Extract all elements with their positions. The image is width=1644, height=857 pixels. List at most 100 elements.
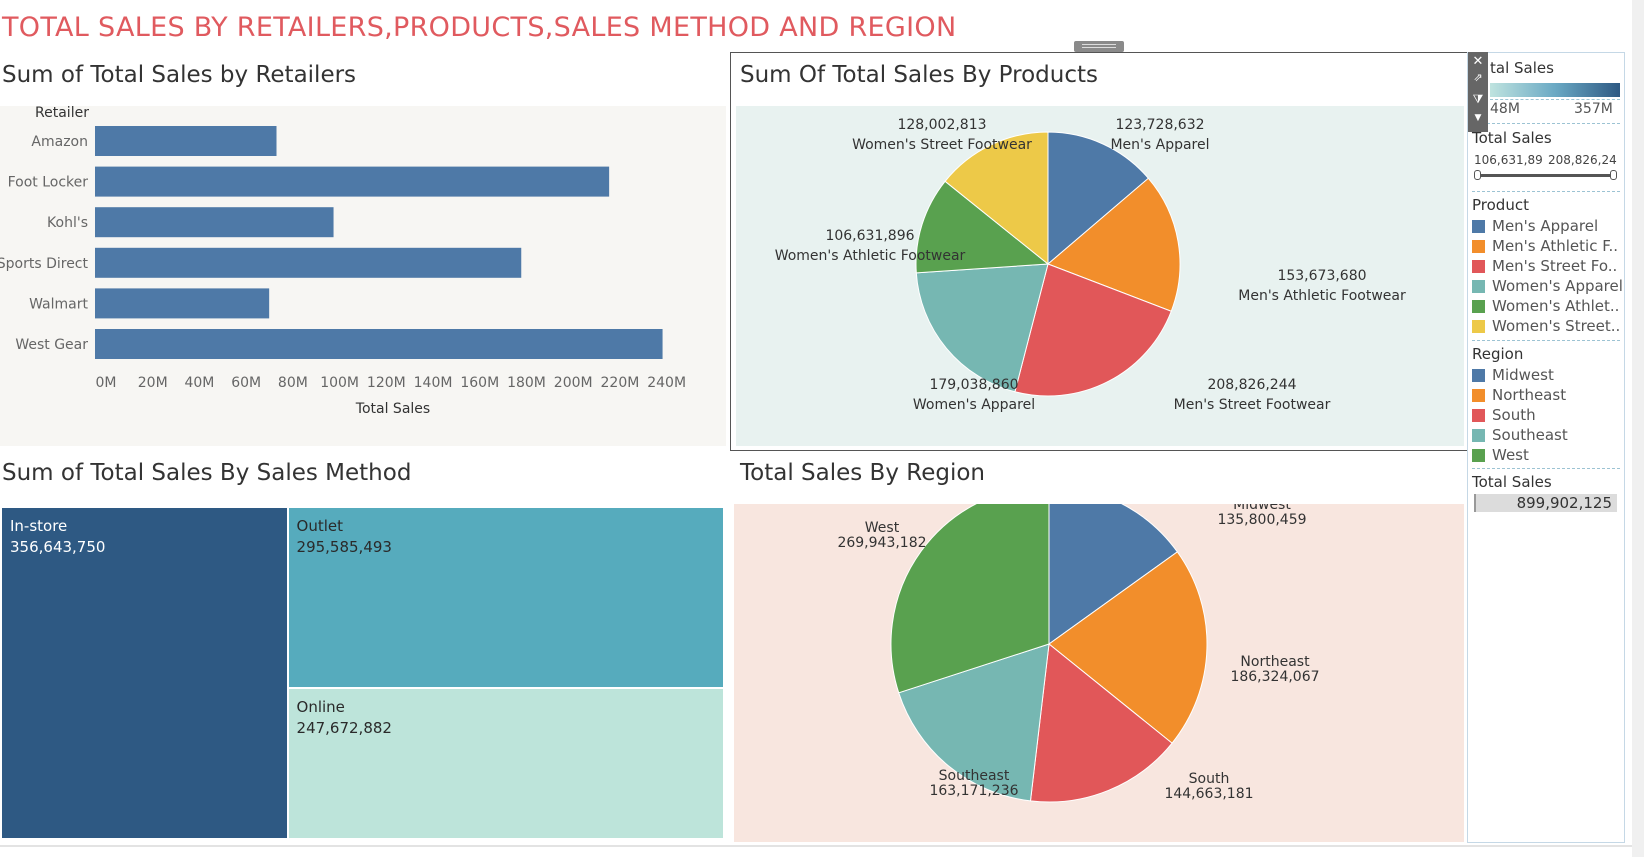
chevron-down-icon[interactable]: ▼ (1474, 113, 1482, 123)
pie-name-label: Southeast (939, 768, 1010, 784)
legend-item-midwest[interactable]: Midwest (1472, 366, 1622, 386)
treemap-cell-name: Outlet (296, 517, 344, 535)
legend-label: Men's Apparel (1492, 217, 1599, 235)
x-tick-label: 200M (554, 375, 593, 391)
legend-item-women-s-apparel[interactable]: Women's Apparel (1472, 277, 1622, 297)
legend-item-men-s-street-fo[interactable]: Men's Street Fo.. (1472, 257, 1622, 277)
pie-slice-women-s-street-footwear[interactable] (944, 131, 1049, 266)
bar-amazon[interactable] (95, 126, 277, 156)
pie-slice-southeast[interactable] (898, 643, 1050, 802)
legend-item-southeast[interactable]: Southeast (1472, 426, 1622, 446)
pie-slice-midwest[interactable] (1048, 504, 1179, 645)
legend-label: South (1492, 406, 1536, 424)
color-legend-min: 48M (1490, 101, 1520, 117)
treemap-cell-outlet[interactable]: Outlet 295,585,493 (288, 508, 723, 687)
color-gradient-bar (1490, 83, 1620, 97)
pie-name-label: Men's Apparel (1110, 137, 1209, 153)
treemap-cell-in-store[interactable]: In-store 356,643,750 (2, 508, 287, 838)
pie-value-label: 123,728,632 (1115, 117, 1204, 133)
legend-separator (1472, 340, 1620, 341)
pie-slice-men-s-athletic-footwear[interactable] (1047, 177, 1181, 312)
pie-name-label: Midwest (1233, 504, 1291, 513)
pie-value-label: 153,673,680 (1277, 268, 1366, 284)
legend-item-northeast[interactable]: Northeast (1472, 386, 1622, 406)
legend-swatch (1472, 409, 1485, 422)
legend-swatch (1472, 280, 1485, 293)
pie-slice-women-s-athletic-footwear[interactable] (915, 180, 1050, 274)
bar-walmart[interactable] (95, 288, 270, 319)
pie-slice-men-s-street-footwear[interactable] (1014, 263, 1172, 397)
color-legend-max: 357M (1574, 101, 1613, 117)
product-legend-title: Product (1472, 196, 1529, 214)
vertical-scrollbar[interactable] (1632, 0, 1644, 857)
legend-item-women-s-street[interactable]: Women's Street.. (1472, 317, 1622, 337)
pie-name-label: Men's Athletic Footwear (1238, 288, 1406, 304)
pie-slice-women-s-apparel[interactable] (915, 263, 1049, 393)
products-pie-chart[interactable]: 123,728,632 Men's Apparel 153,673,680 Men's… (736, 106, 1464, 446)
drag-handle[interactable] (1074, 41, 1124, 52)
legend-label: Men's Street Fo.. (1492, 257, 1618, 275)
x-tick-label: 100M (320, 375, 359, 391)
legend-label: Women's Athlet.. (1492, 297, 1620, 315)
treemap-cell-value: 247,672,882 (296, 718, 392, 737)
pie-slice-south[interactable] (1029, 643, 1173, 803)
pie-name-label: Northeast (1240, 654, 1310, 670)
bar-west-gear[interactable] (95, 329, 663, 359)
category-label: Walmart (29, 296, 88, 312)
legend-swatch (1472, 220, 1485, 233)
legend-swatch (1472, 300, 1485, 313)
bar-foot-locker[interactable] (95, 166, 610, 197)
row-header-label: Retailer (35, 106, 89, 121)
legend-label: Women's Apparel (1492, 277, 1622, 295)
region-legend-title: Region (1472, 345, 1524, 363)
treemap-cell-name: Online (296, 697, 345, 716)
legend-item-west[interactable]: West (1472, 446, 1622, 466)
x-axis-label: Total Sales (355, 401, 430, 417)
treemap-cell-value: 356,643,750 (10, 538, 106, 556)
pie-slice-west[interactable] (890, 504, 1050, 694)
bar-sports-direct[interactable] (95, 247, 522, 278)
category-label: Sports Direct (0, 256, 89, 272)
range-slider-max-handle[interactable] (1610, 170, 1617, 180)
x-tick-label: 180M (507, 375, 546, 391)
pie-slice-northeast[interactable] (1048, 551, 1208, 744)
range-slider-track[interactable] (1478, 174, 1613, 177)
pie-value-label: 106,631,896 (825, 228, 914, 244)
x-tick-label: 20M (138, 375, 168, 391)
legend-panel: tal Sales 48M 357M Total Sales 106,631,8… (1467, 52, 1625, 843)
legend-item-men-s-apparel[interactable]: Men's Apparel (1472, 217, 1622, 237)
legend-separator (1472, 123, 1620, 124)
range-slider-min-handle[interactable] (1474, 170, 1481, 180)
external-link-icon[interactable]: ⇗ (1473, 71, 1483, 84)
legend-label: Women's Street.. (1492, 317, 1621, 335)
pie-value-label: 269,943,182 (837, 535, 926, 551)
pie-value-label: 144,663,181 (1164, 786, 1253, 802)
legend-item-men-s-athletic-f[interactable]: Men's Athletic F.. (1472, 237, 1622, 257)
pie-slice-men-s-apparel[interactable] (1047, 131, 1150, 266)
x-tick-label: 240M (647, 375, 686, 391)
pie-value-label: 186,324,067 (1230, 669, 1319, 685)
filter-min-value: 106,631,89 (1474, 153, 1543, 167)
category-label: West Gear (15, 337, 88, 353)
filter-icon[interactable]: ⧩ (1472, 92, 1484, 106)
legend-item-women-s-athlet[interactable]: Women's Athlet.. (1472, 297, 1622, 317)
bottom-divider (0, 845, 1632, 847)
sales-method-treemap[interactable]: In-store 356,643,750 Outlet 295,585,493 Onli… (2, 508, 725, 840)
region-pie-chart[interactable]: 135,800,459 186,324,067 144,663,181 163,171… (734, 504, 1464, 842)
category-label: Amazon (31, 134, 88, 150)
pie-value-label: 128,002,813 (897, 117, 986, 133)
treemap-cell-online[interactable]: Online 247,672,882 (288, 688, 723, 838)
pie-value-label: 208,826,244 (1207, 377, 1296, 393)
legend-label: Men's Athletic F.. (1492, 237, 1618, 255)
color-legend-title: tal Sales (1490, 59, 1554, 77)
x-tick-label: 120M (367, 375, 406, 391)
legend-item-south[interactable]: South (1472, 406, 1622, 426)
sheet-toolbar: ✕ ⇗ ⧩ ▼ (1468, 52, 1488, 132)
close-icon[interactable]: ✕ (1472, 54, 1484, 69)
legend-swatch (1472, 389, 1485, 402)
category-label: Foot Locker (8, 175, 89, 191)
legend-separator (1472, 191, 1620, 192)
bar-kohl-s[interactable] (95, 207, 334, 238)
retailers-bar-chart[interactable]: Retailer Amazon Foot Locker Kohl's Sports Di… (0, 106, 726, 446)
legend-label: Southeast (1492, 426, 1568, 444)
